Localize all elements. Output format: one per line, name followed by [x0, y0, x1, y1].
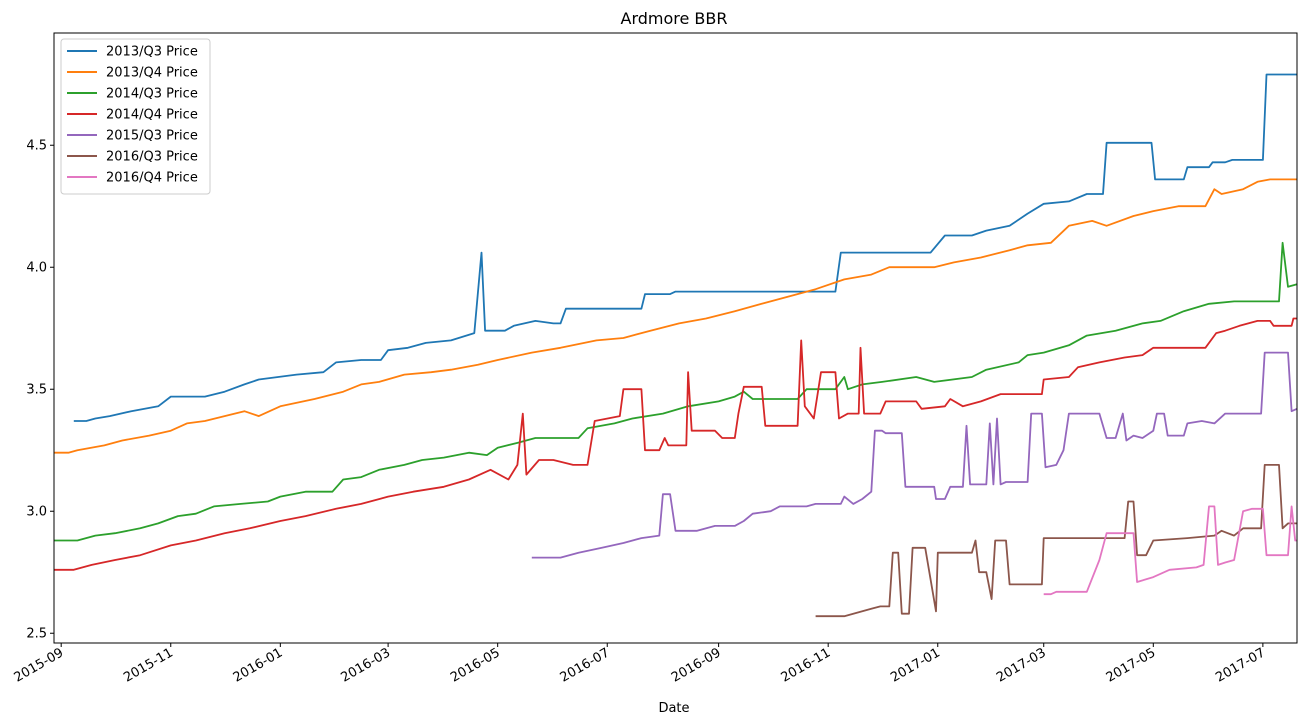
series-line-6 [1043, 505, 1297, 596]
legend-label-5: 2016/Q3 Price [106, 150, 198, 165]
series-layer [54, 73, 1298, 618]
x-axis-label: Date [658, 701, 689, 716]
series-line-1 [54, 178, 1297, 454]
series-line-3 [54, 317, 1297, 571]
legend-label-3: 2014/Q4 Price [106, 108, 198, 123]
chart-title: Ardmore BBR [621, 9, 728, 28]
series-line-4 [531, 351, 1298, 559]
plot-frame [53, 32, 1298, 644]
legend-label-6: 2016/Q4 Price [106, 171, 198, 186]
y-tick-label: 3.0 [26, 505, 47, 520]
series-line-5 [815, 463, 1297, 618]
y-tick-label: 4.5 [26, 139, 47, 154]
legend-box [60, 38, 211, 195]
y-tick-label: 2.5 [26, 627, 47, 642]
legend-label-4: 2015/Q3 Price [106, 129, 198, 144]
series-line-0 [73, 73, 1297, 422]
y-axis: 2.5 3.0 3.5 4.0 4.5 [26, 139, 54, 642]
legend-label-0: 2013/Q3 Price [106, 45, 198, 60]
legend-label-2: 2014/Q3 Price [106, 87, 198, 102]
legend: 2013/Q3 Price 2013/Q4 Price 2014/Q3 Price 2… [60, 38, 211, 195]
y-tick-label: 4.0 [26, 261, 47, 276]
y-tick-label: 3.5 [26, 383, 47, 398]
legend-label-1: 2013/Q4 Price [106, 66, 198, 81]
